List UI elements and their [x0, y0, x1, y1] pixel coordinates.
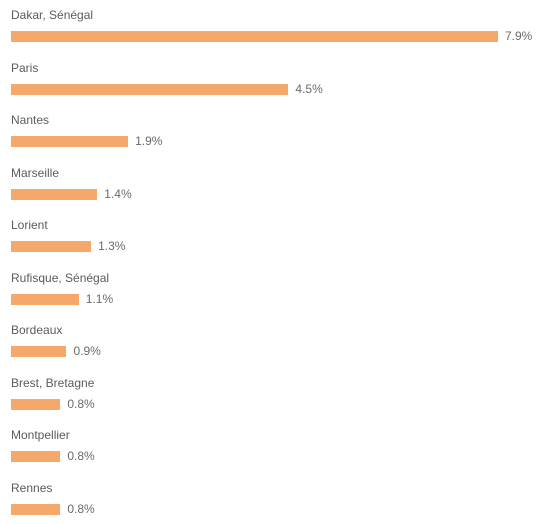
data-label: 1.3%: [98, 239, 126, 253]
category-label: Rennes: [11, 480, 53, 495]
category-label: Paris: [11, 60, 39, 75]
bar-row: Rennes 0.8%: [0, 481, 541, 521]
category-label: Dakar, Sénégal: [11, 8, 94, 22]
data-label: 7.9%: [505, 29, 533, 43]
bar-row: Lorient 1.3%: [0, 218, 541, 258]
bar: [11, 136, 129, 147]
bar: [11, 398, 61, 410]
category-label: Marseille: [11, 165, 60, 180]
bar-row: Nantes 1.9%: [0, 113, 541, 153]
bar-row: Bordeaux 0.9%: [0, 323, 541, 363]
data-label: 0.9%: [73, 344, 101, 358]
bar-row: Paris 4.5%: [0, 61, 541, 101]
bar: [11, 83, 289, 95]
bar-row: Brest, Bretagne 0.8%: [0, 376, 541, 416]
bar-row: Rufisque, Sénégal 1.1%: [0, 271, 541, 311]
category-label: Brest, Bretagne: [11, 375, 95, 390]
category-label: Lorient: [11, 218, 48, 232]
data-label: 1.4%: [104, 186, 132, 201]
bar: [11, 31, 498, 42]
category-label: Nantes: [11, 113, 50, 127]
data-label: 4.5%: [295, 81, 323, 96]
bar-row: Montpellier 0.8%: [0, 428, 541, 468]
data-label: 0.8%: [67, 396, 95, 411]
bar: [11, 241, 92, 252]
category-label: Bordeaux: [11, 323, 63, 337]
bar: [11, 451, 61, 462]
bar-row: Dakar, Sénégal 7.9%: [0, 8, 541, 48]
category-label: Rufisque, Sénégal: [11, 270, 110, 285]
data-label: 0.8%: [67, 501, 95, 516]
category-label: Montpellier: [11, 428, 70, 442]
bar: [11, 188, 98, 200]
bar: [11, 346, 67, 357]
bar-row: Marseille 1.4%: [0, 166, 541, 206]
data-label: 1.9%: [135, 134, 163, 148]
bar: [11, 503, 61, 515]
bar: [11, 293, 79, 305]
data-label: 0.8%: [67, 449, 95, 463]
data-label: 1.1%: [85, 291, 114, 306]
